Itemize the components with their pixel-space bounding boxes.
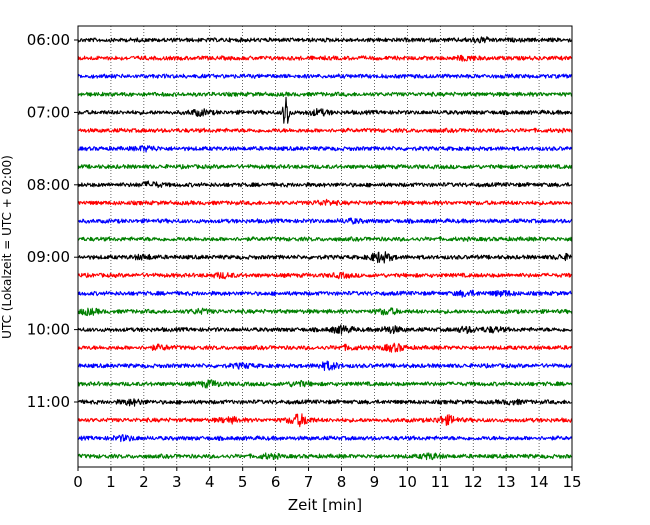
y-axis-label: UTC (Lokalzeit = UTC + 02:00) bbox=[0, 155, 14, 339]
x-tick-label: 0 bbox=[73, 473, 83, 491]
x-tick-label: 5 bbox=[238, 473, 248, 491]
x-tick-label: 6 bbox=[271, 473, 281, 491]
x-tick-label: 13 bbox=[497, 473, 516, 491]
x-tick-label: 14 bbox=[530, 473, 549, 491]
seismic-trace bbox=[77, 342, 573, 353]
y-tick-label: 11:00 bbox=[27, 393, 70, 411]
seismic-trace bbox=[77, 236, 573, 242]
seismic-trace bbox=[77, 398, 573, 407]
x-tick-label: 11 bbox=[431, 473, 450, 491]
seismic-trace bbox=[77, 198, 573, 206]
seismic-trace bbox=[77, 91, 573, 98]
trace-layer bbox=[77, 36, 573, 461]
seismic-trace bbox=[77, 36, 573, 44]
seismic-trace bbox=[77, 434, 573, 443]
seismic-trace bbox=[77, 413, 573, 428]
y-tick-label: 07:00 bbox=[27, 103, 70, 121]
x-tick-label: 1 bbox=[106, 473, 116, 491]
x-tick-label: 7 bbox=[304, 473, 314, 491]
seismic-trace bbox=[77, 73, 573, 79]
x-axis-ticks: 0 1 2 3 4 5 6 7 8 9 10 11 12 13 14 15 bbox=[73, 467, 582, 491]
x-tick-label: 3 bbox=[172, 473, 182, 491]
x-tick-label: 15 bbox=[562, 473, 581, 491]
seismic-trace bbox=[77, 307, 573, 317]
y-tick-label: 10:00 bbox=[27, 321, 70, 339]
seismic-trace bbox=[77, 54, 573, 62]
seismic-trace bbox=[77, 452, 573, 461]
seismic-trace bbox=[77, 145, 573, 153]
x-axis-label: Zeit [min] bbox=[288, 496, 362, 514]
x-tick-label: 12 bbox=[464, 473, 483, 491]
y-tick-label: 08:00 bbox=[27, 176, 70, 194]
plot-frame bbox=[77, 25, 573, 468]
seismic-trace bbox=[77, 163, 573, 170]
seismic-trace bbox=[77, 180, 573, 189]
x-tick-label: 9 bbox=[370, 473, 380, 491]
y-axis-ticks: 06:00 07:00 08:00 09:00 10:00 11:00 bbox=[27, 31, 78, 411]
y-tick-label: 09:00 bbox=[27, 248, 70, 266]
seismic-trace bbox=[77, 324, 573, 335]
seismic-trace bbox=[77, 96, 573, 124]
x-tick-label: 8 bbox=[337, 473, 347, 491]
seismic-trace bbox=[77, 379, 573, 389]
seismic-trace bbox=[77, 251, 573, 264]
x-tick-label: 4 bbox=[205, 473, 215, 491]
seismic-trace bbox=[77, 289, 573, 298]
x-tick-label: 10 bbox=[398, 473, 417, 491]
x-tick-label: 2 bbox=[139, 473, 149, 491]
y-tick-label: 06:00 bbox=[27, 31, 70, 49]
seismic-trace bbox=[77, 217, 573, 225]
seismic-trace bbox=[77, 271, 572, 280]
seismic-trace bbox=[77, 127, 573, 134]
seismic-trace bbox=[77, 360, 573, 372]
